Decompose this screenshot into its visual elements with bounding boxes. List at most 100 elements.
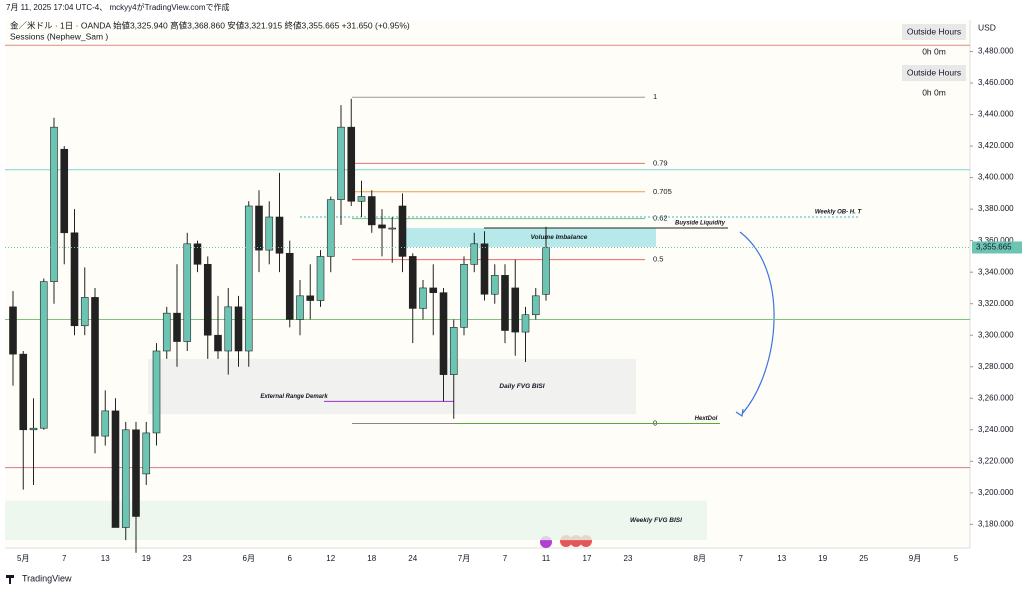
y-tick-label: 3,240.000 [978,425,1014,434]
candle-body [531,295,540,316]
symbol-title: 金／米ドル · 1日 · OANDA 始値3,325.940 高値3,368.8… [10,20,410,30]
annotation-label: Buyside Liquidity [675,221,726,227]
candle-body [378,224,386,229]
candle-body [306,295,315,301]
x-tick-label: 19 [818,554,827,563]
candle-body [460,263,468,328]
candle-body [111,410,120,528]
arrow-head [735,408,744,418]
candle-body [101,410,110,437]
candle-body [9,306,17,355]
projection-arrow [739,231,775,415]
x-tick-label: 13 [777,554,786,563]
y-tick-label: 3,420.000 [978,141,1014,150]
candle-body [357,196,366,202]
y-tick-label: 3,380.000 [978,204,1014,213]
zone-label: Volume Imbalance [531,234,588,241]
y-tick-label: 3,200.000 [978,488,1014,497]
y-tick-label: 3,480.000 [978,47,1014,56]
fib-label: 0.79 [653,158,668,167]
candle-body [439,292,448,375]
x-tick-label: 7月 [458,554,470,563]
candle-body [521,314,530,333]
session-label: Outside Hours [907,67,961,77]
x-tick-label: 9月 [909,554,921,563]
candle-body [296,295,304,320]
candle-body [80,297,89,327]
brand-logo [6,575,14,584]
header: 7月 11, 2025 17:04 UTC-4、 mckyy4がTradingV… [6,2,230,12]
y-tick-label: 3,280.000 [978,362,1014,371]
y-tick-label: 3,340.000 [978,267,1014,276]
annotation-label: External Range Demark [260,394,328,400]
fib-label: 0.705 [653,187,672,196]
candle-body [60,148,69,234]
candle-body [347,126,356,202]
x-tick-label: 25 [859,554,868,563]
candle-body [501,275,509,331]
currency: USD [978,22,996,32]
x-tick-label: 7 [739,554,744,563]
candle-body [214,334,222,352]
candle-body [367,196,376,226]
candle-body [326,199,335,257]
zone [148,358,636,415]
y-tick-label: 3,180.000 [978,519,1014,528]
candle-body [511,287,520,333]
y-tick-label: 3,260.000 [978,393,1014,402]
candle-body [70,232,79,327]
candle-body [265,216,274,251]
candle-body [275,216,284,254]
x-tick-label: 6 [288,554,293,563]
candle-body [203,263,212,336]
candle-body [316,256,325,301]
x-tick-label: 7 [503,554,508,563]
x-tick-label: 11 [542,554,551,563]
brand: TradingView [22,573,72,583]
indicator-name: Sessions (Nephew_Sam ) [10,31,108,41]
x-tick-label: 6月 [243,554,255,563]
last-price-box [972,241,1022,254]
y-tick-label: 3,360.000 [978,236,1014,245]
fib-label: 0.5 [653,255,663,264]
x-tick-label: 13 [101,554,110,563]
candle-body [152,350,161,434]
zone [402,228,656,247]
candle-body [542,247,550,295]
zone-label: Weekly FVG BISI [630,517,682,524]
x-tick-label: 23 [624,554,633,563]
fib-label: 1 [653,92,657,101]
candle-body [121,429,130,528]
candle-body [19,353,28,431]
y-tick-label: 3,320.000 [978,299,1014,308]
candle-body [470,243,479,265]
candle-body [29,427,38,431]
session-time: 0h 0m [922,46,946,56]
y-tick-label: 3,300.000 [978,330,1014,339]
session-label: Outside Hours [907,26,961,36]
candle-body [50,126,58,282]
x-tick-label: 12 [326,554,335,563]
candle-body [419,287,427,309]
candle-body [91,297,99,437]
last-price-label: 3,355.665 [976,243,1012,252]
x-tick-label: 8月 [694,554,706,563]
candle-body [162,312,171,352]
candle-body [255,205,263,251]
candle-body [449,327,458,375]
candle-body [183,243,192,342]
candle-body [234,306,243,352]
zone [5,500,707,541]
x-tick-label: 19 [142,554,151,563]
fib-label: 0 [653,418,657,427]
y-tick-label: 3,460.000 [978,78,1014,87]
x-tick-label: 23 [183,554,192,563]
annotation-label: HextDol [695,416,718,422]
y-tick-label: 3,400.000 [978,173,1014,182]
zone-label: Daily FVG BISI [499,383,544,390]
y-tick-label: 3,440.000 [978,110,1014,119]
candle-body [193,243,202,265]
candle-body [173,312,181,342]
candle-body [408,256,417,309]
